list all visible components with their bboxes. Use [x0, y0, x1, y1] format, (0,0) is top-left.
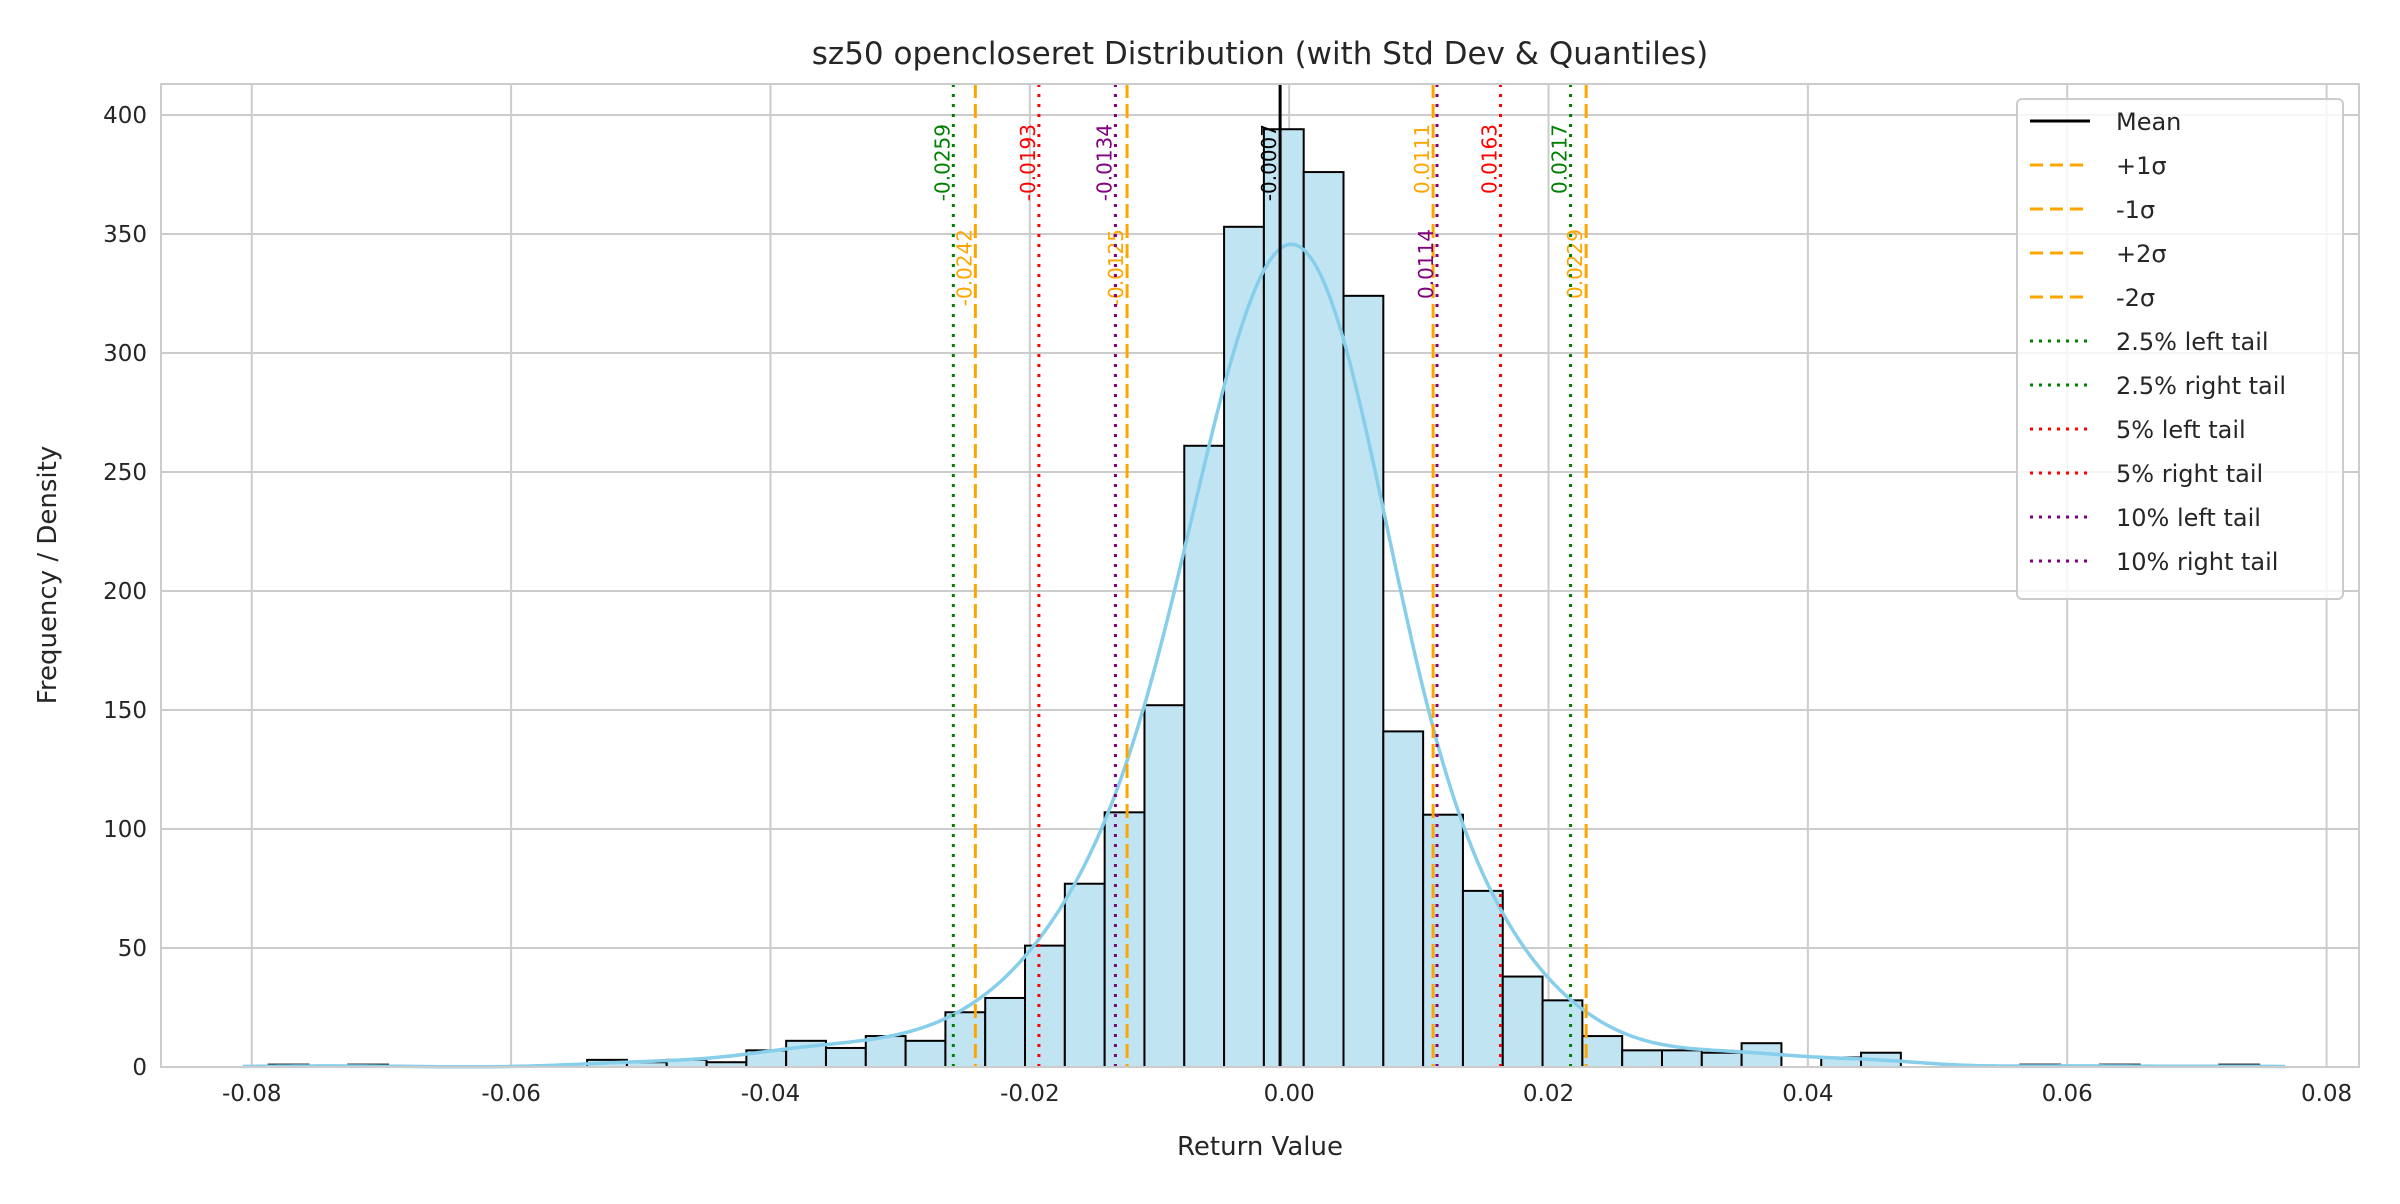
histogram-bar: [1183, 444, 1226, 1068]
histogram-bar: [1382, 730, 1425, 1069]
histogram-bar: [1581, 1035, 1624, 1068]
x-tick-label: -0.06: [481, 1081, 541, 1107]
vline-value-label: -0.0134: [1092, 124, 1116, 201]
histogram-bar: [1223, 225, 1265, 1068]
y-tick-label: 100: [103, 817, 147, 843]
y-tick-label: 150: [103, 698, 147, 724]
legend-label: 2.5% left tail: [2116, 328, 2269, 356]
legend-label: +2σ: [2116, 240, 2167, 268]
y-tick-label: 0: [132, 1055, 147, 1081]
x-tick-label: 0.02: [1523, 1081, 1574, 1107]
histogram-bar: [1103, 811, 1146, 1068]
x-axis-label: Return Value: [1177, 1132, 1343, 1162]
reference-lines: -0.0007 0.0111 -0.0125 0.0229 -0.0242 -0.0259…: [930, 84, 1588, 1067]
legend-label: 5% left tail: [2116, 416, 2246, 444]
kde-curve: [242, 242, 2286, 1069]
histogram-bar: [1660, 1049, 1703, 1069]
legend-label: -1σ: [2116, 196, 2155, 224]
histogram-bar: [984, 996, 1027, 1068]
histogram-bar: [1063, 882, 1106, 1068]
vline-value-label: -0.0259: [930, 124, 954, 201]
vline-value-label: -0.0007: [1257, 124, 1281, 201]
legend-label: 2.5% right tail: [2116, 372, 2286, 400]
vline-value-label: 0.0163: [1478, 124, 1502, 194]
plot-frame: [160, 83, 2360, 1068]
y-axis-label: Frequency / Density: [33, 446, 63, 704]
y-tick-label: 350: [103, 222, 147, 248]
histogram-bar: [1501, 975, 1544, 1069]
vline-value-label: -0.0242: [952, 229, 976, 306]
axis-ticks: -0.08 -0.06 -0.04 -0.02 0.00 0.02 0.04 0.06 0.08…: [103, 103, 2352, 1107]
x-tick-label: -0.02: [1000, 1081, 1060, 1107]
histogram-bar: [904, 1039, 947, 1068]
legend-label: Mean: [2116, 108, 2181, 136]
vline-value-label: 0.0217: [1548, 124, 1572, 194]
histogram-bar: [1262, 128, 1305, 1068]
y-tick-label: 50: [118, 936, 147, 962]
legend-label: 5% right tail: [2116, 460, 2263, 488]
histogram-bar: [1700, 1051, 1743, 1068]
y-tick-label: 200: [103, 579, 147, 605]
legend-label: -2σ: [2116, 284, 2155, 312]
y-tick-label: 300: [103, 341, 147, 367]
x-tick-label: 0.04: [1782, 1081, 1833, 1107]
legend-label: +1σ: [2116, 152, 2167, 180]
histogram-bar: [1422, 813, 1464, 1068]
histogram-bar: [1621, 1049, 1663, 1069]
legend-label: 10% left tail: [2116, 504, 2261, 532]
legend: Mean +1σ -1σ +2σ -2σ 2.5% left tail 2.5% right…: [2016, 98, 2344, 600]
vline-value-label: 0.0229: [1563, 229, 1587, 299]
histogram-bar: [1541, 999, 1584, 1069]
x-tick-label: -0.08: [222, 1081, 282, 1107]
legend-box: [2016, 98, 2344, 600]
x-tick-label: 0.00: [1264, 1081, 1315, 1107]
chart-title: sz50 opencloseret Distribution (with Std…: [812, 36, 1708, 72]
x-tick-label: 0.06: [2042, 1081, 2093, 1107]
vline-value-label: -0.0125: [1104, 229, 1128, 306]
vline-value-label: -0.0193: [1016, 124, 1040, 201]
histogram-bar: [1461, 889, 1504, 1069]
histogram-bar: [824, 1046, 867, 1069]
vline-value-label: 0.0114: [1414, 229, 1438, 299]
y-tick-label: 250: [103, 460, 147, 486]
histogram-bar: [1024, 944, 1066, 1069]
legend-label: 10% right tail: [2116, 548, 2278, 576]
histogram-bar: [944, 1011, 987, 1068]
vline-value-label: 0.0111: [1410, 124, 1434, 194]
x-tick-label: 0.08: [2301, 1081, 2352, 1107]
kde-line: [242, 242, 2286, 1069]
histogram-bar: [1302, 171, 1345, 1068]
x-tick-label: -0.04: [741, 1081, 801, 1107]
y-tick-label: 400: [103, 103, 147, 129]
histogram-bar: [1143, 704, 1186, 1068]
